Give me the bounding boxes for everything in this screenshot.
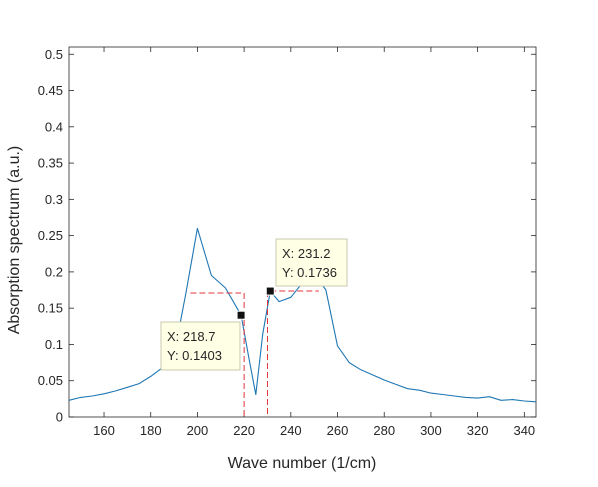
y-tick-label: 0.4 xyxy=(45,119,63,134)
plot-box xyxy=(68,46,537,418)
y-tick-label: 0.05 xyxy=(38,373,63,388)
x-tick-label: 260 xyxy=(327,423,349,438)
datatip-marker xyxy=(265,286,275,296)
datatip-x-text: X: 231.2 xyxy=(282,246,330,261)
datatip-y-text: Y: 0.1736 xyxy=(282,265,337,280)
datatip-x-text: X: 218.7 xyxy=(167,329,215,344)
x-tick-label: 220 xyxy=(233,423,255,438)
spectrum-line xyxy=(68,227,537,403)
y-tick-label: 0.25 xyxy=(38,228,63,243)
y-axis-label: Absorption spectrum (a.u.) xyxy=(6,146,23,335)
datatip-marker xyxy=(236,310,246,320)
y-tick-label: 0.45 xyxy=(38,83,63,98)
x-tick-label: 240 xyxy=(280,423,302,438)
datatip-box xyxy=(275,238,348,287)
annotation-layer: X: 218.7 Y: 0.1403 X: 231.2 Y: 0.1736 xyxy=(160,238,348,417)
x-tick-label: 280 xyxy=(373,423,395,438)
y-tick-label: 0.1 xyxy=(45,337,63,352)
y-tick-label: 0.35 xyxy=(38,156,63,171)
x-tick-label: 200 xyxy=(187,423,209,438)
x-tick-label: 300 xyxy=(420,423,442,438)
y-tick-label: 0.3 xyxy=(45,192,63,207)
x-tick-label: 180 xyxy=(140,423,162,438)
datatip-box xyxy=(160,321,241,371)
x-axis-label: Wave number (1/cm) xyxy=(228,455,377,472)
y-tick-label: 0.15 xyxy=(38,301,63,316)
axes-layer: 160 180 200 220 240 260 280 300 320 340 0 0.05 0.1 0.… xyxy=(38,46,537,438)
datatip-y-text: Y: 0.1403 xyxy=(167,348,222,363)
y-tick-label: 0.5 xyxy=(45,47,63,62)
x-tick-label: 160 xyxy=(93,423,115,438)
series-layer xyxy=(68,227,537,403)
y-tick-label: 0 xyxy=(56,410,63,425)
x-tick-label: 320 xyxy=(467,423,489,438)
x-tick-label: 340 xyxy=(513,423,535,438)
y-tick-label: 0.2 xyxy=(45,264,63,279)
label-layer: Wave number (1/cm) Absorption spectrum (… xyxy=(6,146,376,472)
